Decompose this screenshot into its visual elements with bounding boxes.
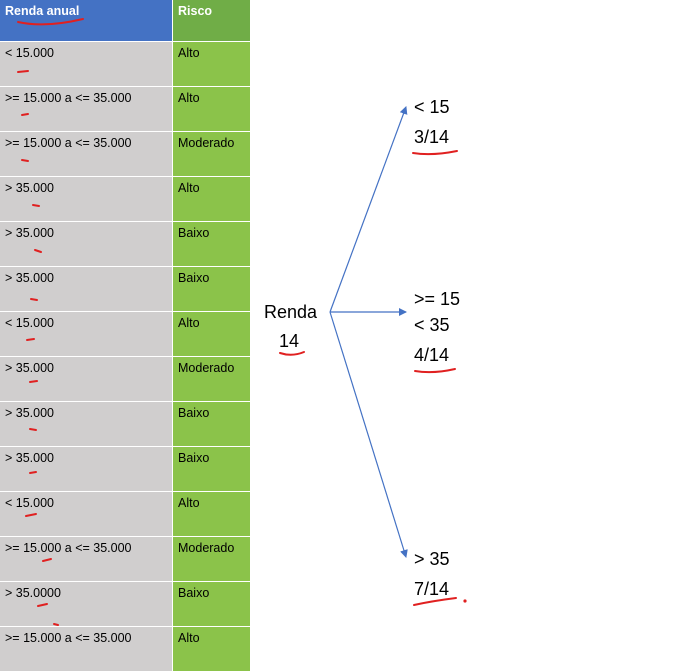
risco-cell: Alto <box>173 312 251 357</box>
branch-1-condition: < 15 <box>414 97 450 117</box>
renda-cell: > 35.0000 <box>0 582 173 627</box>
table-row: > 35.000 Baixo <box>0 402 251 447</box>
data-table: Renda anual Risco < 15.000 Alto >= 15.000 … <box>0 0 251 672</box>
risco-cell: Moderado <box>173 132 251 177</box>
table-row: >= 15.000 a <= 35.000 Moderado <box>0 132 251 177</box>
renda-cell: > 35.000 <box>0 222 173 267</box>
branch-2-fraction: 4/14 <box>414 345 450 365</box>
renda-cell: < 15.000 <box>0 42 173 87</box>
risco-cell: Alto <box>173 87 251 132</box>
decision-tree-diagram <box>329 106 408 558</box>
branch-arrow-top <box>329 106 408 313</box>
table-row: > 35.000 Baixo <box>0 267 251 312</box>
table-row: < 15.000 Alto <box>0 492 251 537</box>
risco-cell: Baixo <box>173 447 251 492</box>
renda-cell: >= 15.000 a <= 35.000 <box>0 132 173 177</box>
table-row: > 35.0000 Baixo <box>0 582 251 627</box>
renda-cell: < 15.000 <box>0 492 173 537</box>
renda-cell: > 35.000 <box>0 177 173 222</box>
renda-cell: > 35.000 <box>0 267 173 312</box>
root-label: Renda <box>264 302 318 322</box>
table-row: < 15.000 Alto <box>0 42 251 87</box>
table-row: > 35.000 Moderado <box>0 357 251 402</box>
table-row: > 35.000 Baixo <box>0 447 251 492</box>
renda-cell: > 35.000 <box>0 402 173 447</box>
risco-cell: Baixo <box>173 402 251 447</box>
header-renda-anual: Renda anual <box>0 0 173 42</box>
risco-cell: Alto <box>173 492 251 537</box>
risco-cell: Alto <box>173 42 251 87</box>
renda-cell: >= 15.000 a <= 35.000 <box>0 627 173 672</box>
table-row: < 15.000 Alto <box>0 312 251 357</box>
header-risco: Risco <box>173 0 251 42</box>
table-row: >= 15.000 a <= 35.000 Alto <box>0 87 251 132</box>
branch-arrow-bottom <box>329 311 408 558</box>
branch-3-fraction: 7/14 <box>414 579 450 599</box>
renda-cell: >= 15.000 a <= 35.000 <box>0 87 173 132</box>
branch-2-condition-2: < 35 <box>414 315 450 335</box>
risco-cell: Moderado <box>173 357 251 402</box>
table-row: >= 15.000 a <= 35.000 Alto <box>0 627 251 672</box>
risco-cell: Baixo <box>173 222 251 267</box>
branch-2-condition-1: >= 15 <box>414 289 461 309</box>
branch-3-condition: > 35 <box>414 549 450 569</box>
risco-cell: Alto <box>173 627 251 672</box>
root-count: 14 <box>279 331 300 351</box>
renda-cell: < 15.000 <box>0 312 173 357</box>
branch-1-fraction: 3/14 <box>414 127 450 147</box>
table-row: > 35.000 Alto <box>0 177 251 222</box>
table-header-row: Renda anual Risco <box>0 0 251 42</box>
risco-cell: Baixo <box>173 582 251 627</box>
renda-cell: > 35.000 <box>0 357 173 402</box>
risco-cell: Moderado <box>173 537 251 582</box>
renda-cell: > 35.000 <box>0 447 173 492</box>
risco-cell: Baixo <box>173 267 251 312</box>
renda-cell: >= 15.000 a <= 35.000 <box>0 537 173 582</box>
table-row: > 35.000 Baixo <box>0 222 251 267</box>
risco-cell: Alto <box>173 177 251 222</box>
table-row: >= 15.000 a <= 35.000 Moderado <box>0 537 251 582</box>
